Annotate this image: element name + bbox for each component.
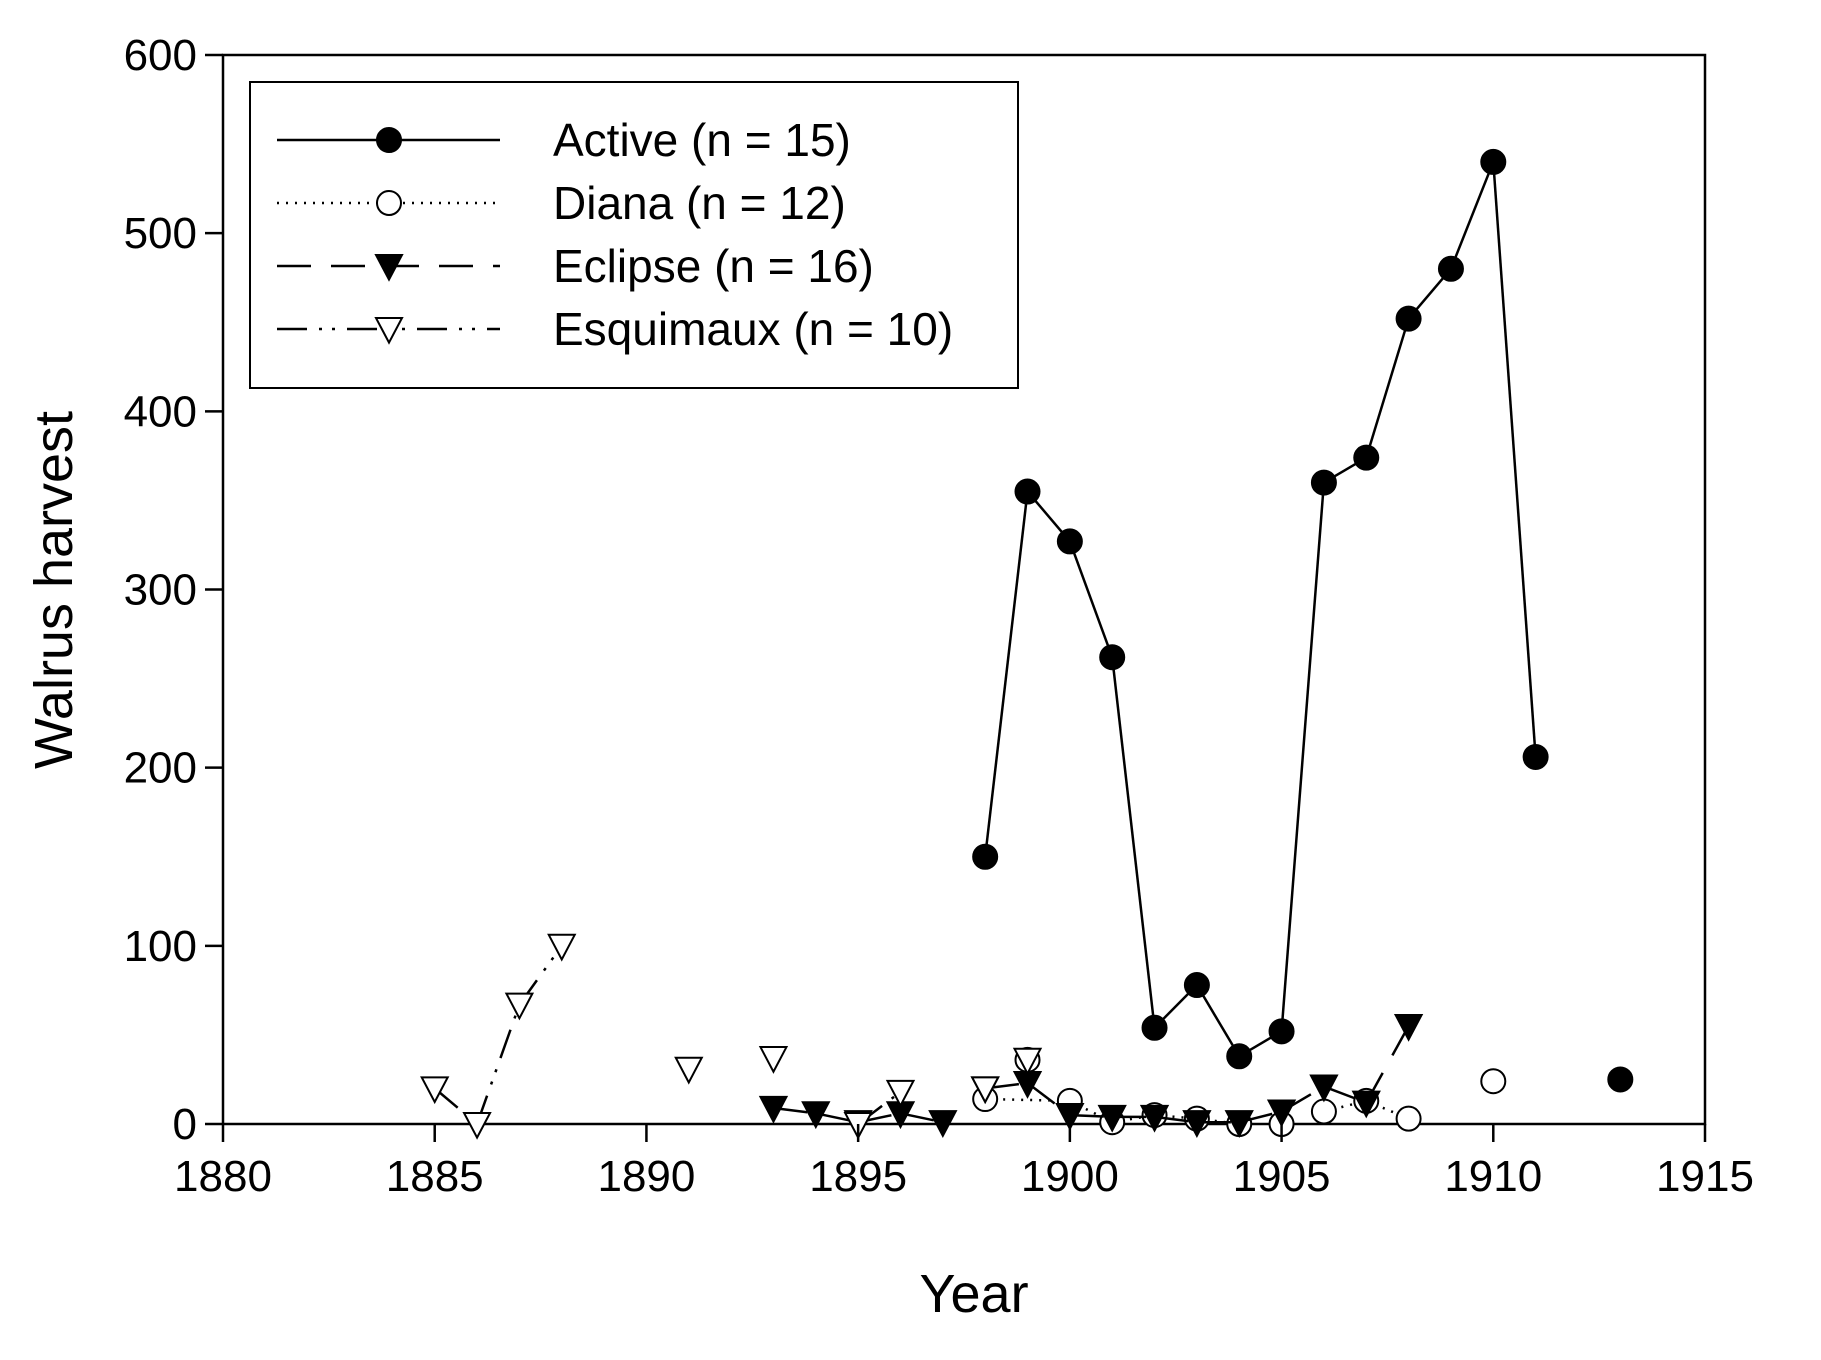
y-tick-label: 0 <box>173 1100 197 1149</box>
data-point <box>1097 1104 1127 1133</box>
x-tick-label: 1900 <box>1021 1152 1119 1201</box>
data-point <box>1310 469 1337 496</box>
x-axis-ticks: 1880 1885 1890 1895 1900 1905 1910 1915 <box>174 1124 1754 1201</box>
data-point <box>758 1046 789 1074</box>
series-line-segment <box>433 1087 478 1125</box>
data-point <box>1268 1018 1295 1045</box>
y-axis-ticks: 0 100 200 300 400 500 600 <box>124 31 223 1149</box>
legend-marker <box>376 127 402 153</box>
data-point <box>1351 1090 1381 1119</box>
x-tick-label: 1910 <box>1444 1152 1542 1201</box>
y-tick-label: 500 <box>124 209 197 258</box>
data-point <box>1266 1099 1297 1128</box>
series-line-segment <box>1195 984 1241 1057</box>
legend-label: Eclipse (n = 16) <box>553 240 874 292</box>
data-point <box>970 1076 1000 1105</box>
data-point <box>1309 1074 1339 1103</box>
series-line-segment <box>1449 161 1495 270</box>
legend-box <box>249 81 1019 389</box>
x-axis-title: Year <box>919 1264 1028 1324</box>
data-point <box>1226 1043 1253 1070</box>
data-point <box>1056 528 1083 555</box>
legend-marker <box>374 316 404 345</box>
legend-marker <box>374 253 404 282</box>
series-line-segment <box>475 1004 521 1125</box>
y-tick-label: 100 <box>124 922 197 971</box>
series-line-segment <box>1026 1082 1071 1117</box>
y-tick-label: 200 <box>124 744 197 793</box>
data-point <box>928 1110 958 1139</box>
series-layer <box>420 148 1634 1140</box>
data-point <box>885 1079 916 1108</box>
y-tick-label: 400 <box>124 387 197 436</box>
x-tick-label: 1885 <box>386 1152 484 1201</box>
data-point <box>547 933 577 962</box>
data-point <box>674 1056 704 1085</box>
x-tick-label: 1915 <box>1656 1152 1754 1201</box>
data-point <box>758 1095 789 1124</box>
series-1 <box>972 148 1634 1093</box>
series-line-segment <box>1365 318 1410 459</box>
legend-label: Diana (n = 12) <box>553 177 846 229</box>
series-line-segment <box>1280 482 1326 1032</box>
data-point <box>801 1101 831 1130</box>
y-tick-label: 600 <box>124 31 197 80</box>
series-line-segment <box>1068 540 1114 658</box>
legend-label: Esquimaux (n = 10) <box>553 303 953 355</box>
data-point <box>1480 148 1507 175</box>
data-point <box>1182 1110 1212 1139</box>
data-point <box>1055 1103 1085 1131</box>
data-point <box>1353 444 1380 471</box>
data-point <box>420 1076 450 1105</box>
y-axis-title: Walrus harvest <box>24 411 84 769</box>
series-line-segment <box>983 491 1029 857</box>
x-tick-label: 1905 <box>1233 1152 1331 1201</box>
legend-marker <box>376 190 402 216</box>
x-tick-label: 1890 <box>597 1152 695 1201</box>
data-point <box>1224 1110 1254 1139</box>
series-line-segment <box>1365 1025 1410 1104</box>
data-point <box>1522 743 1549 770</box>
data-point <box>1393 1013 1424 1042</box>
y-tick-label: 300 <box>124 566 197 615</box>
data-point <box>972 843 999 870</box>
data-point <box>1607 1066 1634 1093</box>
data-point <box>1480 1068 1507 1095</box>
data-point <box>1437 255 1464 282</box>
data-point <box>1139 1104 1170 1133</box>
data-point <box>1012 1047 1043 1076</box>
data-point <box>1099 644 1126 671</box>
legend-label: Active (n = 15) <box>553 114 851 166</box>
data-point <box>1395 1105 1422 1132</box>
data-point <box>462 1111 492 1140</box>
data-point <box>1310 1098 1337 1125</box>
data-point <box>1183 972 1210 999</box>
x-tick-label: 1895 <box>809 1152 907 1201</box>
x-tick-label: 1880 <box>174 1152 272 1201</box>
series-line-segment <box>1492 161 1537 758</box>
data-point <box>504 992 535 1021</box>
data-point <box>1014 478 1041 505</box>
data-point <box>1141 1014 1168 1041</box>
legend: Active (n = 15) Diana (n = 12) Eclipse (n … <box>249 81 1019 389</box>
data-point <box>1395 305 1422 332</box>
series-line-segment <box>1110 657 1156 1028</box>
series-line-segment <box>1323 1085 1367 1104</box>
